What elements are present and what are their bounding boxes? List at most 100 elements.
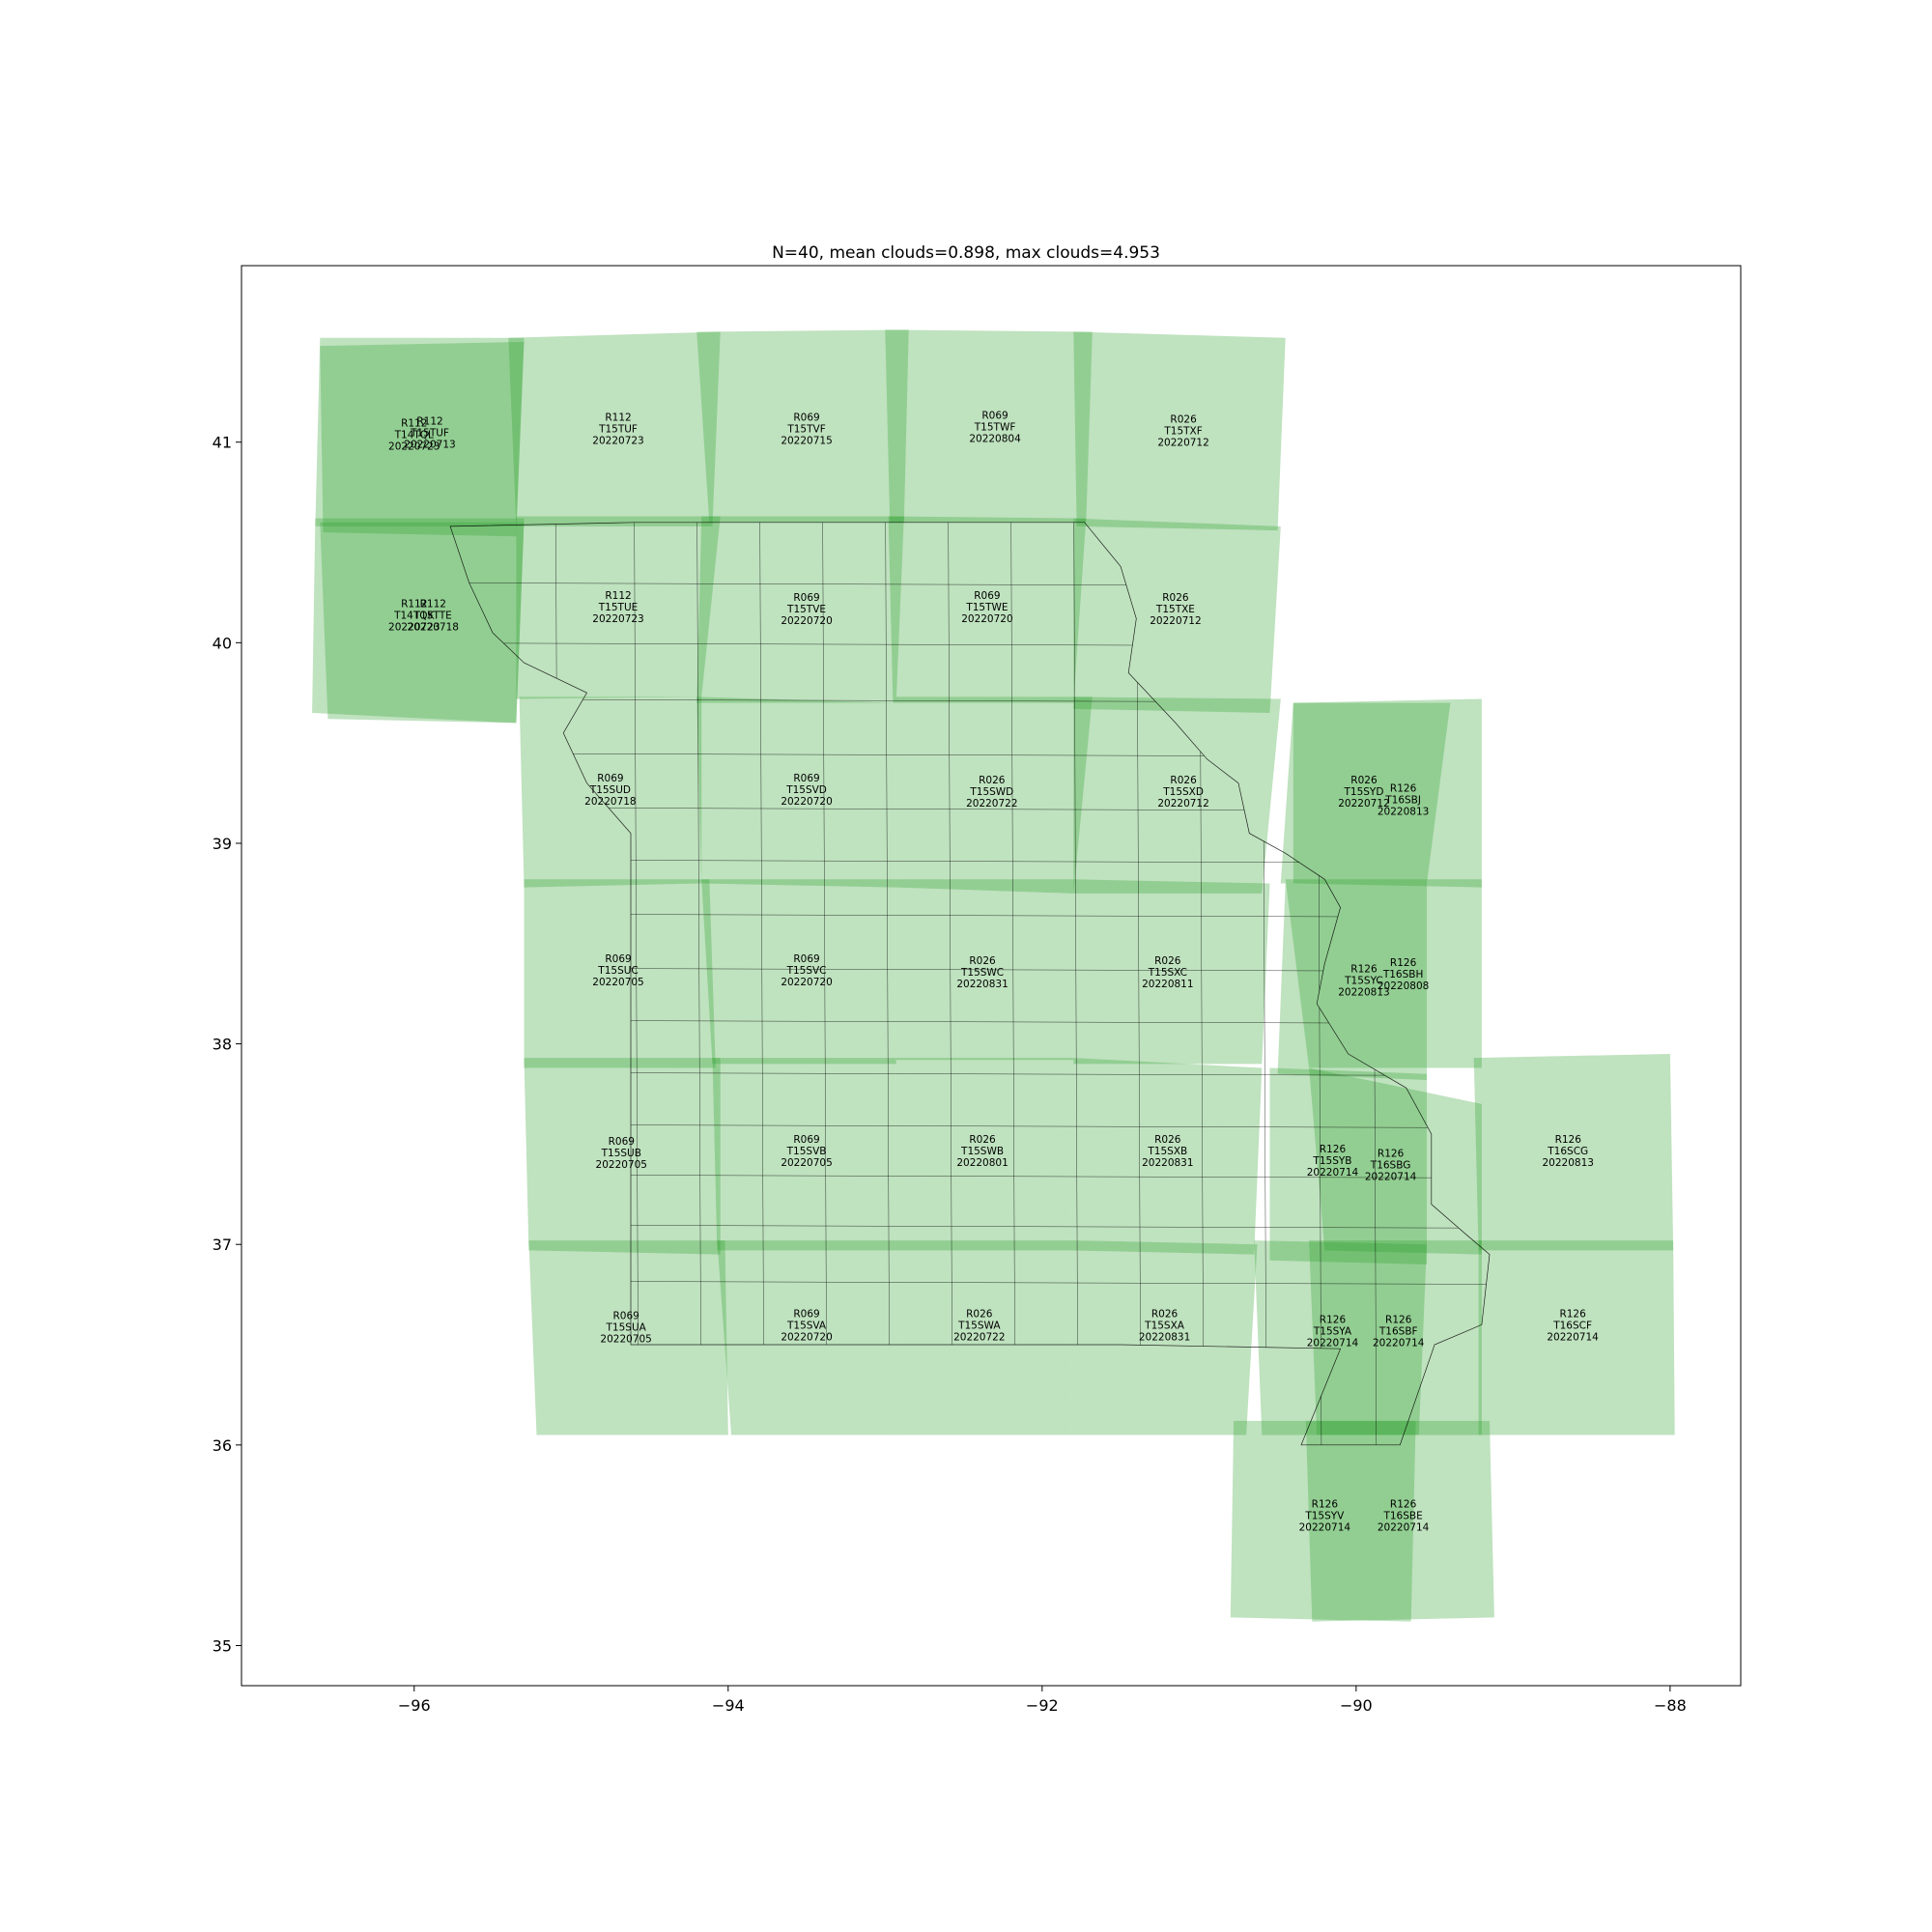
county-line-v-7	[1010, 522, 1016, 1445]
tile-footprint-29	[1309, 1067, 1482, 1255]
tile-footprint-17	[1293, 698, 1482, 888]
tile-footprint-6	[885, 329, 1093, 523]
state-outline	[449, 522, 1491, 1446]
county-line-v-8	[1073, 522, 1079, 1445]
y-tick-label-1: 36	[213, 1436, 232, 1455]
tile-footprint-10	[888, 516, 1087, 703]
tile-label-18: R069 T15SUC 20220705	[592, 953, 643, 988]
tile-footprint-38	[1230, 1420, 1416, 1622]
county-line-v-6	[948, 522, 953, 1445]
y-tick-label-6: 41	[213, 434, 232, 452]
tile-label-7: R026 T15TXF 20220712	[1157, 413, 1208, 448]
tile-footprint-3	[320, 522, 525, 724]
y-tick-label-5: 40	[213, 634, 232, 652]
tile-label-32: R069 T15SVA 20220720	[781, 1308, 832, 1343]
tile-label-2: R112 T14TQK 20220723	[388, 598, 440, 633]
tile-label-25: R069 T15SVB 20220705	[781, 1134, 832, 1169]
tile-footprint-14	[895, 696, 1093, 894]
x-axis: −96 −94 −92 −90 −88	[398, 1686, 1687, 1715]
tile-footprint-22	[1277, 883, 1427, 1080]
tile-label-38: R126 T15SYV 20220714	[1299, 1499, 1351, 1534]
tile-footprints	[312, 329, 1675, 1622]
tile-label-10: R069 T15TWE 20220720	[961, 590, 1012, 625]
y-tick-label-2: 37	[213, 1236, 232, 1254]
tile-footprint-7	[1073, 331, 1286, 531]
tile-label-21: R026 T15SXC 20220811	[1142, 955, 1193, 990]
tile-label-3: R112 T15TTE 20220718	[408, 598, 459, 633]
y-tick-label-0: 35	[213, 1636, 232, 1655]
tile-footprint-1	[320, 341, 525, 537]
tile-footprint-16	[1280, 702, 1451, 884]
tile-label-16: R026 T15SYD 20220712	[1338, 775, 1389, 810]
tile-label-29: R126 T16SBG 20220714	[1365, 1148, 1417, 1182]
tile-footprint-9	[696, 516, 904, 703]
tile-label-26: R026 T15SWB 20220801	[956, 1134, 1008, 1169]
tile-footprint-30	[1473, 1054, 1674, 1251]
tile-footprint-28	[1269, 1067, 1427, 1264]
tile-label-6: R069 T15TWF 20220804	[969, 410, 1021, 444]
tile-footprint-36	[1309, 1240, 1482, 1435]
tile-footprint-4	[508, 331, 721, 526]
tile-label-37: R126 T16SCF 20220714	[1547, 1308, 1599, 1343]
tile-label-4: R112 T15TUF 20220723	[592, 412, 643, 446]
tile-label-0: R112 T14TQL 20220723	[388, 418, 440, 453]
tile-footprint-32	[717, 1240, 896, 1435]
tile-footprint-0	[315, 337, 525, 526]
county-line-v-5	[885, 522, 891, 1445]
tile-footprint-19	[701, 879, 896, 1065]
tile-label-36: R126 T16SBF 20220714	[1373, 1315, 1425, 1350]
tile-label-1: R112 T15TUF 20220713	[404, 415, 455, 450]
county-line-v-1	[634, 522, 639, 1445]
tile-footprint-21	[1073, 879, 1270, 1065]
tile-footprint-13	[696, 696, 896, 888]
tile-footprint-35	[1254, 1240, 1427, 1435]
tile-label-33: R026 T15SWA 20220722	[953, 1308, 1005, 1343]
county-line-v-3	[759, 522, 765, 1445]
x-tick-label-3: −90	[1340, 1696, 1373, 1715]
tile-label-17: R126 T16SBJ 20220813	[1378, 782, 1429, 817]
tile-label-31: R069 T15SUA 20220705	[600, 1311, 651, 1346]
y-tick-label-4: 39	[213, 835, 232, 853]
x-tick-label-4: −88	[1654, 1696, 1687, 1715]
tile-label-15: R026 T15SXD 20220712	[1157, 775, 1208, 810]
tile-footprint-31	[528, 1240, 728, 1435]
tile-label-8: R112 T15TUE 20220723	[592, 590, 643, 625]
tile-label-35: R126 T15SYA 20220714	[1307, 1315, 1359, 1350]
tile-footprint-15	[1073, 696, 1281, 894]
tile-footprint-39	[1305, 1420, 1494, 1622]
x-tick-label-2: −92	[1026, 1696, 1059, 1715]
tile-label-5: R069 T15TVF 20220715	[781, 412, 832, 446]
county-line-v-2	[696, 522, 702, 1445]
axes-frame	[241, 265, 1742, 1687]
chart-title: N=40, mean clouds=0.898, max clouds=4.95…	[772, 243, 1160, 263]
tile-footprint-34	[1070, 1240, 1258, 1435]
tile-label-11: R026 T15TXE 20220712	[1150, 592, 1201, 627]
tile-label-12: R069 T15SUD 20220718	[584, 773, 636, 808]
tile-footprint-23	[1285, 879, 1482, 1068]
tile-footprint-24	[524, 1058, 721, 1255]
tile-label-20: R026 T15SWC 20220831	[956, 955, 1008, 990]
x-tick-label-1: −94	[712, 1696, 745, 1715]
tile-label-19: R069 T15SVC 20220720	[781, 953, 832, 988]
tile-label-34: R026 T15SXA 20220831	[1139, 1308, 1190, 1343]
tile-footprint-12	[519, 696, 702, 888]
tile-label-27: R026 T15SXB 20220831	[1142, 1134, 1193, 1169]
tile-label-39: R126 T16SBE 20220714	[1378, 1499, 1430, 1534]
county-line-v-4	[822, 522, 828, 1445]
tile-footprint-26	[895, 1058, 1074, 1251]
tile-label-14: R026 T15SWD 20220722	[966, 775, 1017, 810]
tile-label-30: R126 T16SCG 20220813	[1543, 1134, 1594, 1169]
x-tick-label-0: −96	[398, 1696, 431, 1715]
tile-footprint-27	[1070, 1058, 1263, 1255]
tile-footprint-11	[1073, 518, 1281, 713]
tile-footprint-37	[1478, 1240, 1675, 1435]
tile-footprint-25	[712, 1058, 896, 1251]
tile-footprint-33	[895, 1240, 1074, 1435]
tile-footprint-2	[312, 518, 525, 724]
y-axis: 35 36 37 38 39 40 41	[213, 434, 242, 1655]
tile-label-23: R126 T16SBH 20220808	[1378, 957, 1429, 992]
